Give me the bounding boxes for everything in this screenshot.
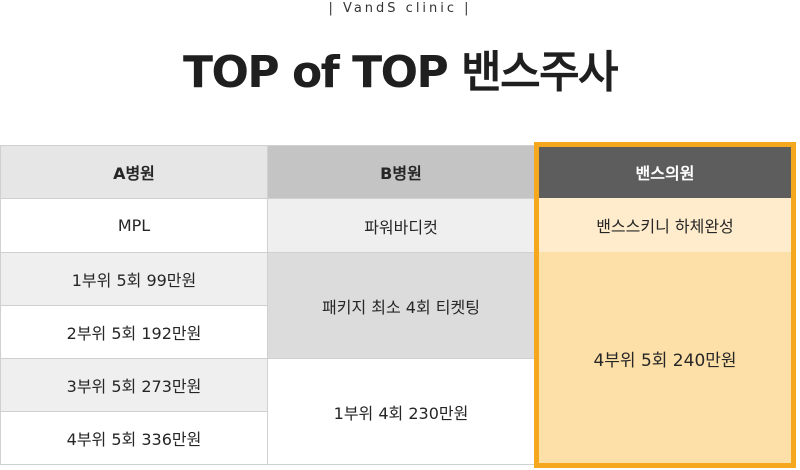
product-vands: 밴스스키니 하체완성	[538, 198, 792, 252]
product-a: MPL	[0, 198, 267, 252]
column-header-a: A병원	[0, 145, 267, 198]
table-bottom-border	[0, 464, 534, 465]
vands-offer: 4부위 5회 240만원	[538, 252, 792, 464]
a-price-row: 2부위 5회 192만원	[0, 305, 267, 358]
product-b: 파워바디컷	[267, 198, 534, 252]
a-price-row: 3부위 5회 273만원	[0, 358, 267, 411]
column-header-b: B병원	[267, 145, 534, 198]
b-offer-package: 패키지 최소 4회 티켓팅	[267, 252, 534, 358]
table-left-border	[0, 145, 1, 465]
clinic-subtitle: | VandS clinic |	[328, 1, 472, 16]
a-price-row: 1부위 5회 99만원	[0, 252, 267, 305]
column-header-vands: 밴스의원	[538, 146, 792, 198]
page-title: TOP of TOP 밴스주사	[182, 47, 619, 98]
b-offer-price: 1부위 4회 230만원	[267, 358, 534, 464]
a-price-row: 4부위 5회 336만원	[0, 411, 267, 464]
